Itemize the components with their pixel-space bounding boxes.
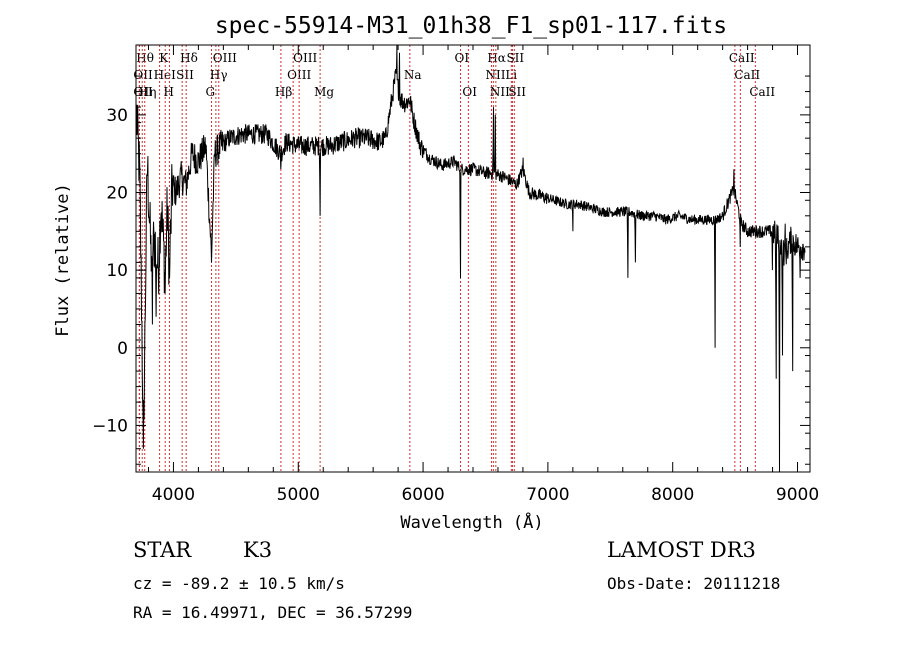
observation-date: Obs-Date: 20111218 [607, 574, 781, 593]
spectral-line-markers: HθOIIOIIHηHeIKHSIIHδGHγOIIIHβOIIIOIIIMgN… [133, 45, 775, 472]
x-tick-label: 5000 [277, 485, 320, 505]
x-tick-label: 4000 [152, 485, 195, 505]
y-tick-label: 0 [117, 339, 128, 359]
line-label: Hα [487, 51, 506, 65]
line-label: CaII [749, 85, 775, 99]
line-label: OIII [293, 51, 317, 65]
line-label: OII [133, 68, 153, 82]
line-label: SII [508, 85, 526, 99]
line-label: SII [176, 68, 194, 82]
y-axis-ticks: −10 0 10 20 30 [92, 75, 810, 465]
line-label: OI [455, 51, 470, 65]
x-tick-label: 8000 [651, 485, 694, 505]
spectrum-line [136, 44, 806, 473]
line-label: OI [462, 85, 477, 99]
chart-title: spec-55914-M31_01h38_F1_sp01-117.fits [215, 13, 727, 39]
x-axis-label: Wavelength (Å) [400, 511, 543, 533]
line-label: CaII [734, 68, 760, 82]
line-label: OII [133, 85, 153, 99]
object-subclass: K3 [243, 538, 273, 562]
x-tick-label: 9000 [776, 485, 819, 505]
object-class: STAR [133, 538, 192, 562]
line-label: Na [404, 68, 422, 82]
y-tick-label: 30 [106, 106, 128, 126]
line-label: H [163, 85, 173, 99]
line-label: SII [506, 51, 524, 65]
x-tick-label: 6000 [401, 485, 444, 505]
line-label: CaII [729, 51, 755, 65]
redshift-velocity: cz = -89.2 ± 10.5 km/s [133, 574, 345, 593]
y-tick-label: −10 [92, 416, 128, 436]
line-label: G [206, 85, 216, 99]
y-tick-label: 20 [106, 184, 128, 204]
line-label: Hβ [275, 85, 292, 99]
line-label: K [159, 51, 169, 65]
x-axis-ticks: 4000 5000 6000 7000 8000 9000 [147, 45, 819, 505]
y-axis-label: Flux (relative) [53, 183, 73, 337]
line-label: Mg [314, 85, 334, 99]
plot-frame [135, 44, 811, 473]
line-label: Li [505, 68, 517, 82]
line-label: Hη [139, 85, 157, 99]
line-label: OIII [213, 51, 237, 65]
x-tick-label: 7000 [526, 485, 569, 505]
survey-name: LAMOST DR3 [607, 538, 756, 562]
y-tick-label: 10 [106, 261, 128, 281]
line-label: NII [490, 85, 510, 99]
coordinates: RA = 16.49971, DEC = 36.57299 [133, 603, 413, 622]
line-label: Hδ [180, 51, 198, 65]
